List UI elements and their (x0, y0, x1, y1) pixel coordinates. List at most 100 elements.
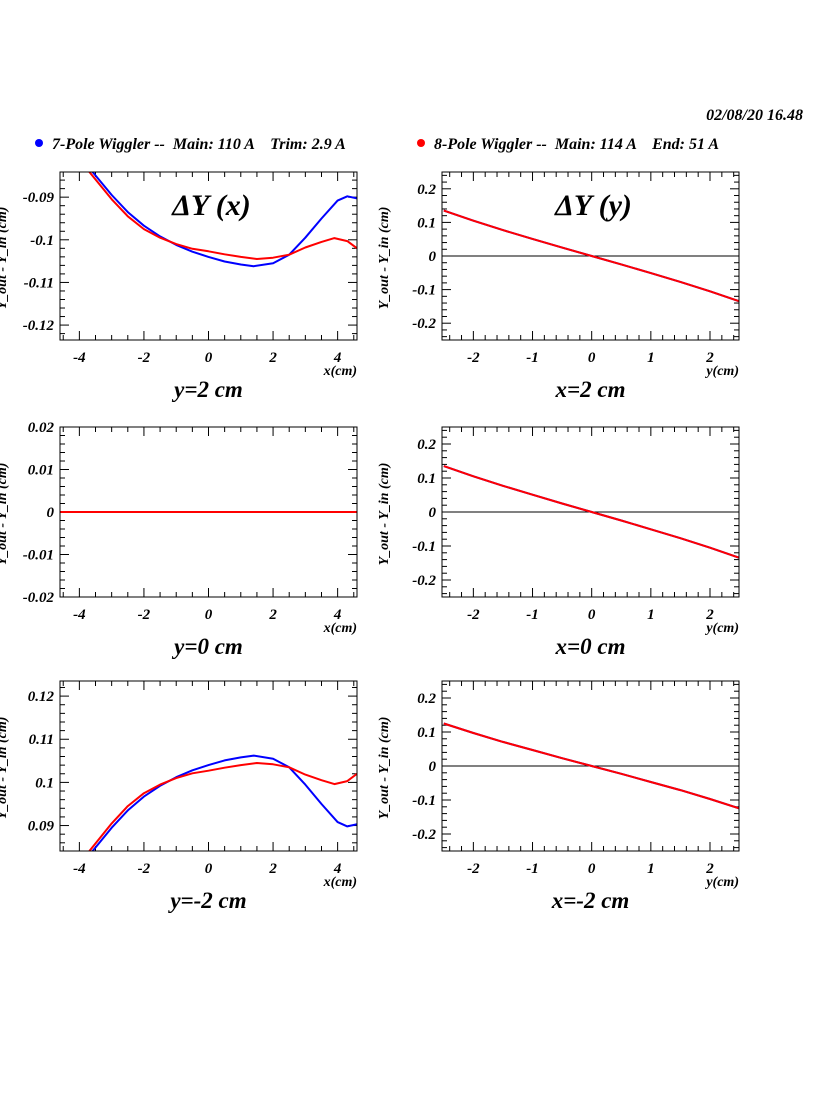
x-axis-label: x(cm) (323, 364, 357, 379)
x-tick-label: 4 (333, 350, 342, 366)
series-line-7-pole (91, 172, 357, 268)
plot-subtitle: y=-2 cm (167, 888, 246, 913)
x-tick-label: 0 (205, 350, 213, 366)
y-axis-label: Y_out - Y_in (cm) (0, 717, 10, 820)
y-tick-label: -0.2 (412, 316, 436, 332)
x-tick-label: -2 (467, 350, 480, 366)
plot-frame (441, 426, 740, 598)
y-tick-label: 0.1 (35, 775, 54, 791)
y-tick-label: 0.2 (417, 437, 436, 453)
x-tick-label: 0 (205, 607, 213, 623)
x-tick-label: 0 (588, 861, 596, 877)
plot-panel-2: -2 -1 0 1 2 0.2 0.1 0 -0.1 -0.2 ΔY (y) y(cm) x=2 cm Y… (377, 171, 740, 402)
y-tick-label: -0.2 (412, 573, 436, 589)
x-tick-label: 0 (588, 607, 596, 623)
plot-panel-1: -4 -2 0 2 4 -0.09 -0.1 -0.11 -0.12 ΔY (x) x(cm) y=2… (0, 171, 358, 402)
plot-frame (59, 426, 358, 598)
x-tick-label: -2 (467, 607, 480, 623)
y-tick-label: 0 (429, 249, 437, 265)
y-tick-label: 0.1 (417, 725, 436, 741)
plot-subtitle: x=0 cm (555, 634, 626, 659)
plot-subtitle: x=2 cm (555, 377, 626, 402)
y-tick-label: -0.02 (23, 590, 55, 606)
x-tick-label: -4 (73, 861, 86, 877)
y-tick-label: -0.11 (24, 275, 54, 291)
y-tick-label: -0.1 (412, 283, 436, 299)
y-tick-label: 0 (47, 505, 55, 521)
y-tick-label: 0.02 (28, 420, 55, 436)
x-axis-label: y(cm) (704, 364, 739, 379)
y-tick-label: 0.1 (417, 471, 436, 487)
x-tick-label: -1 (526, 350, 539, 366)
x-tick-label: -2 (138, 350, 151, 366)
series-line-8-pole (88, 172, 357, 260)
x-tick-label: 2 (705, 861, 714, 877)
plot-frame (59, 171, 358, 341)
y-tick-label: 0.12 (28, 689, 55, 705)
series-line-8-pole (443, 722, 739, 810)
y-tick-label: 0.2 (417, 182, 436, 198)
plot-panel-3: -4 -2 0 2 4 0.02 0.01 0 -0.01 -0.02 x(cm) y=0 cm Y_o… (0, 420, 358, 659)
x-tick-label: -4 (73, 350, 86, 366)
legend: 7-Pole Wiggler -- Main: 110 A Trim: 2.9 … (35, 136, 719, 153)
y-tick-label: 0.1 (417, 215, 436, 231)
plot-subtitle: y=0 cm (171, 634, 243, 659)
plot-title: ΔY (y) (554, 189, 632, 222)
x-tick-label: 1 (647, 861, 655, 877)
series-line-8-pole (88, 762, 357, 851)
y-tick-label: 0 (429, 759, 437, 775)
x-tick-label: 2 (268, 861, 277, 877)
series-line-8-pole (443, 209, 739, 303)
y-tick-label: -0.2 (412, 827, 436, 843)
x-tick-label: 2 (268, 350, 277, 366)
y-tick-label: 0 (429, 505, 437, 521)
plot-subtitle: y=2 cm (171, 377, 243, 402)
series-line-7-pole (91, 754, 357, 851)
x-tick-label: -2 (467, 861, 480, 877)
y-axis-label: Y_out - Y_in (cm) (377, 717, 392, 820)
y-tick-label: -0.09 (23, 190, 55, 206)
x-tick-label: -1 (526, 861, 539, 877)
plot-panel-6: -2 -1 0 1 2 0.2 0.1 0 -0.1 -0.2 y(cm) x=-2 cm Y_out … (377, 680, 740, 913)
y-tick-label: -0.12 (23, 318, 55, 334)
legend-label-8-pole: 8-Pole Wiggler -- Main: 114 A End: 51 A (434, 136, 719, 153)
plot-frame (441, 171, 740, 341)
series-line-8-pole (443, 465, 739, 559)
x-axis-label: y(cm) (704, 875, 739, 890)
x-tick-label: -2 (138, 607, 151, 623)
plot-panel-4: -2 -1 0 1 2 0.2 0.1 0 -0.1 -0.2 y(cm) x=0 cm Y_out -… (377, 426, 740, 659)
x-axis-label: x(cm) (323, 621, 357, 636)
x-tick-label: 0 (588, 350, 596, 366)
y-tick-label: -0.1 (412, 539, 436, 555)
y-tick-label: 0.09 (28, 819, 55, 835)
x-axis-label: y(cm) (704, 621, 739, 636)
plot-frame (59, 680, 358, 852)
x-tick-label: 4 (333, 607, 342, 623)
timestamp: 02/08/20 16.48 (706, 107, 803, 124)
plot-frame (441, 680, 740, 852)
x-tick-label: -4 (73, 607, 86, 623)
plot-panel-5: -4 -2 0 2 4 0.12 0.11 0.1 0.09 x(cm) y=-2 cm Y_out … (0, 680, 358, 913)
x-tick-label: -1 (526, 607, 539, 623)
legend-marker-8-pole (417, 139, 425, 147)
plot-title: ΔY (x) (171, 189, 251, 222)
y-axis-label: Y_out - Y_in (cm) (0, 463, 10, 566)
legend-label-7-pole: 7-Pole Wiggler -- Main: 110 A Trim: 2.9 … (52, 136, 346, 153)
x-tick-label: 1 (647, 350, 655, 366)
y-tick-label: -0.01 (23, 548, 54, 564)
y-tick-label: 0.11 (29, 732, 54, 748)
x-axis-label: x(cm) (323, 875, 357, 890)
y-tick-label: -0.1 (412, 793, 436, 809)
y-axis-label: Y_out - Y_in (cm) (377, 463, 392, 566)
x-tick-label: 4 (333, 861, 342, 877)
plot-subtitle: x=-2 cm (551, 888, 630, 913)
y-tick-label: 0.01 (28, 463, 54, 479)
y-axis-label: Y_out - Y_in (cm) (377, 207, 392, 310)
legend-marker-7-pole (35, 139, 43, 147)
y-tick-label: 0.2 (417, 691, 436, 707)
x-tick-label: 2 (705, 350, 714, 366)
x-tick-label: 2 (268, 607, 277, 623)
y-tick-label: -0.1 (30, 233, 54, 249)
y-axis-label: Y_out - Y_in (cm) (0, 207, 10, 310)
